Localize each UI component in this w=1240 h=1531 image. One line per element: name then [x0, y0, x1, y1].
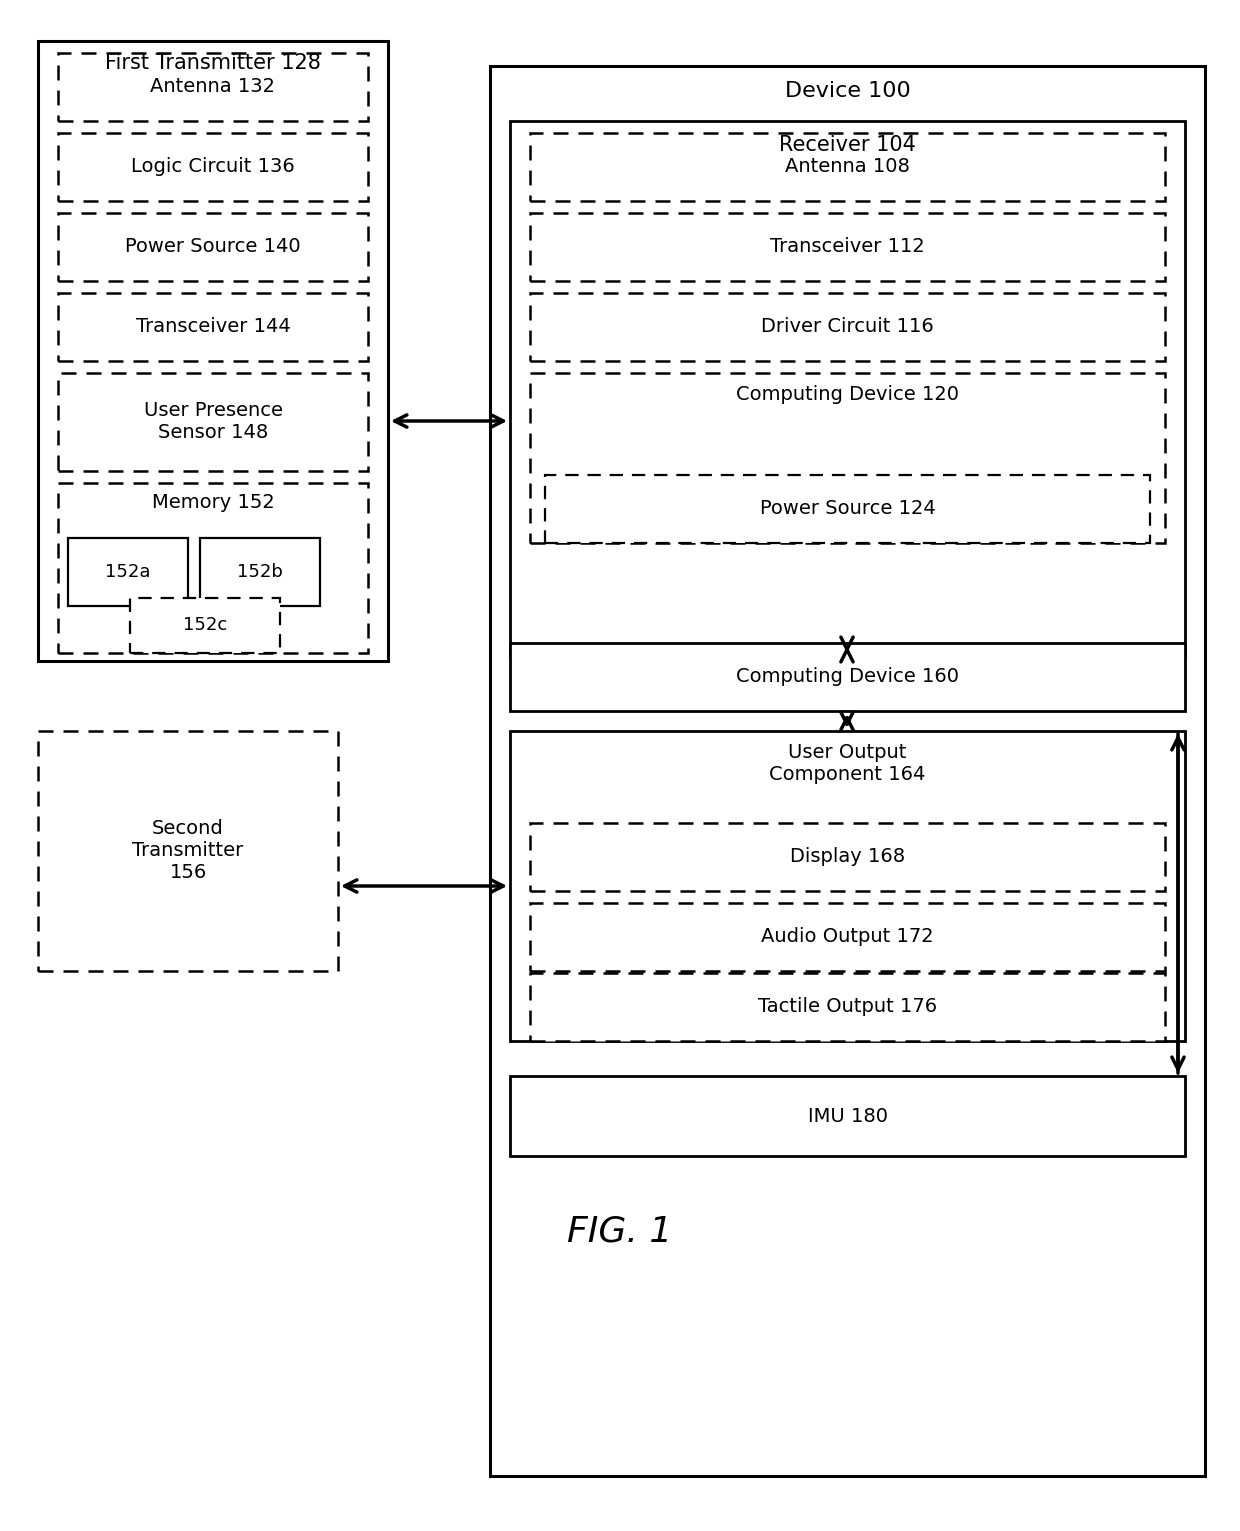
Text: Receiver 104: Receiver 104	[779, 135, 916, 155]
Text: Display 168: Display 168	[790, 848, 905, 867]
Text: Power Source 140: Power Source 140	[125, 237, 301, 257]
Bar	[38, 41, 388, 661]
Text: 152c: 152c	[182, 617, 227, 634]
Bar	[529, 292, 1166, 361]
Bar	[510, 121, 1185, 655]
Bar	[510, 1076, 1185, 1156]
Text: Logic Circuit 136: Logic Circuit 136	[131, 158, 295, 176]
Text: 152b: 152b	[237, 563, 283, 580]
Text: Computing Device 120: Computing Device 120	[737, 386, 959, 404]
Bar	[38, 730, 339, 971]
Text: Antenna 132: Antenna 132	[150, 78, 275, 96]
Bar	[58, 292, 368, 361]
Text: User Presence
Sensor 148: User Presence Sensor 148	[144, 401, 283, 442]
Text: Antenna 108: Antenna 108	[785, 158, 910, 176]
Bar	[529, 903, 1166, 971]
Bar	[510, 643, 1185, 710]
Text: Transceiver 112: Transceiver 112	[770, 237, 925, 257]
Text: IMU 180: IMU 180	[807, 1107, 888, 1125]
Bar	[130, 599, 280, 654]
Bar	[529, 133, 1166, 201]
Text: Computing Device 160: Computing Device 160	[737, 668, 959, 686]
Bar	[58, 482, 368, 654]
Bar	[510, 730, 1185, 1041]
Bar	[490, 66, 1205, 1476]
Text: Device 100: Device 100	[785, 81, 910, 101]
Text: Memory 152: Memory 152	[151, 493, 274, 513]
Bar	[58, 213, 368, 282]
Text: FIG. 1: FIG. 1	[568, 1214, 672, 1248]
Bar	[58, 133, 368, 201]
Bar	[200, 537, 320, 606]
Bar	[58, 374, 368, 472]
Bar	[529, 213, 1166, 282]
Bar	[529, 374, 1166, 544]
Bar	[546, 475, 1149, 544]
Text: Power Source 124: Power Source 124	[760, 499, 935, 519]
Bar	[68, 537, 188, 606]
Text: Second
Transmitter
156: Second Transmitter 156	[133, 819, 243, 882]
Text: Driver Circuit 116: Driver Circuit 116	[761, 317, 934, 337]
Text: Tactile Output 176: Tactile Output 176	[758, 998, 937, 1017]
Text: Audio Output 172: Audio Output 172	[761, 928, 934, 946]
Text: User Output
Component 164: User Output Component 164	[769, 743, 926, 784]
Text: First Transmitter 128: First Transmitter 128	[105, 54, 321, 73]
Bar	[529, 974, 1166, 1041]
Text: Transceiver 144: Transceiver 144	[135, 317, 290, 337]
Text: 152a: 152a	[105, 563, 151, 580]
Bar	[58, 54, 368, 121]
Bar	[529, 824, 1166, 891]
